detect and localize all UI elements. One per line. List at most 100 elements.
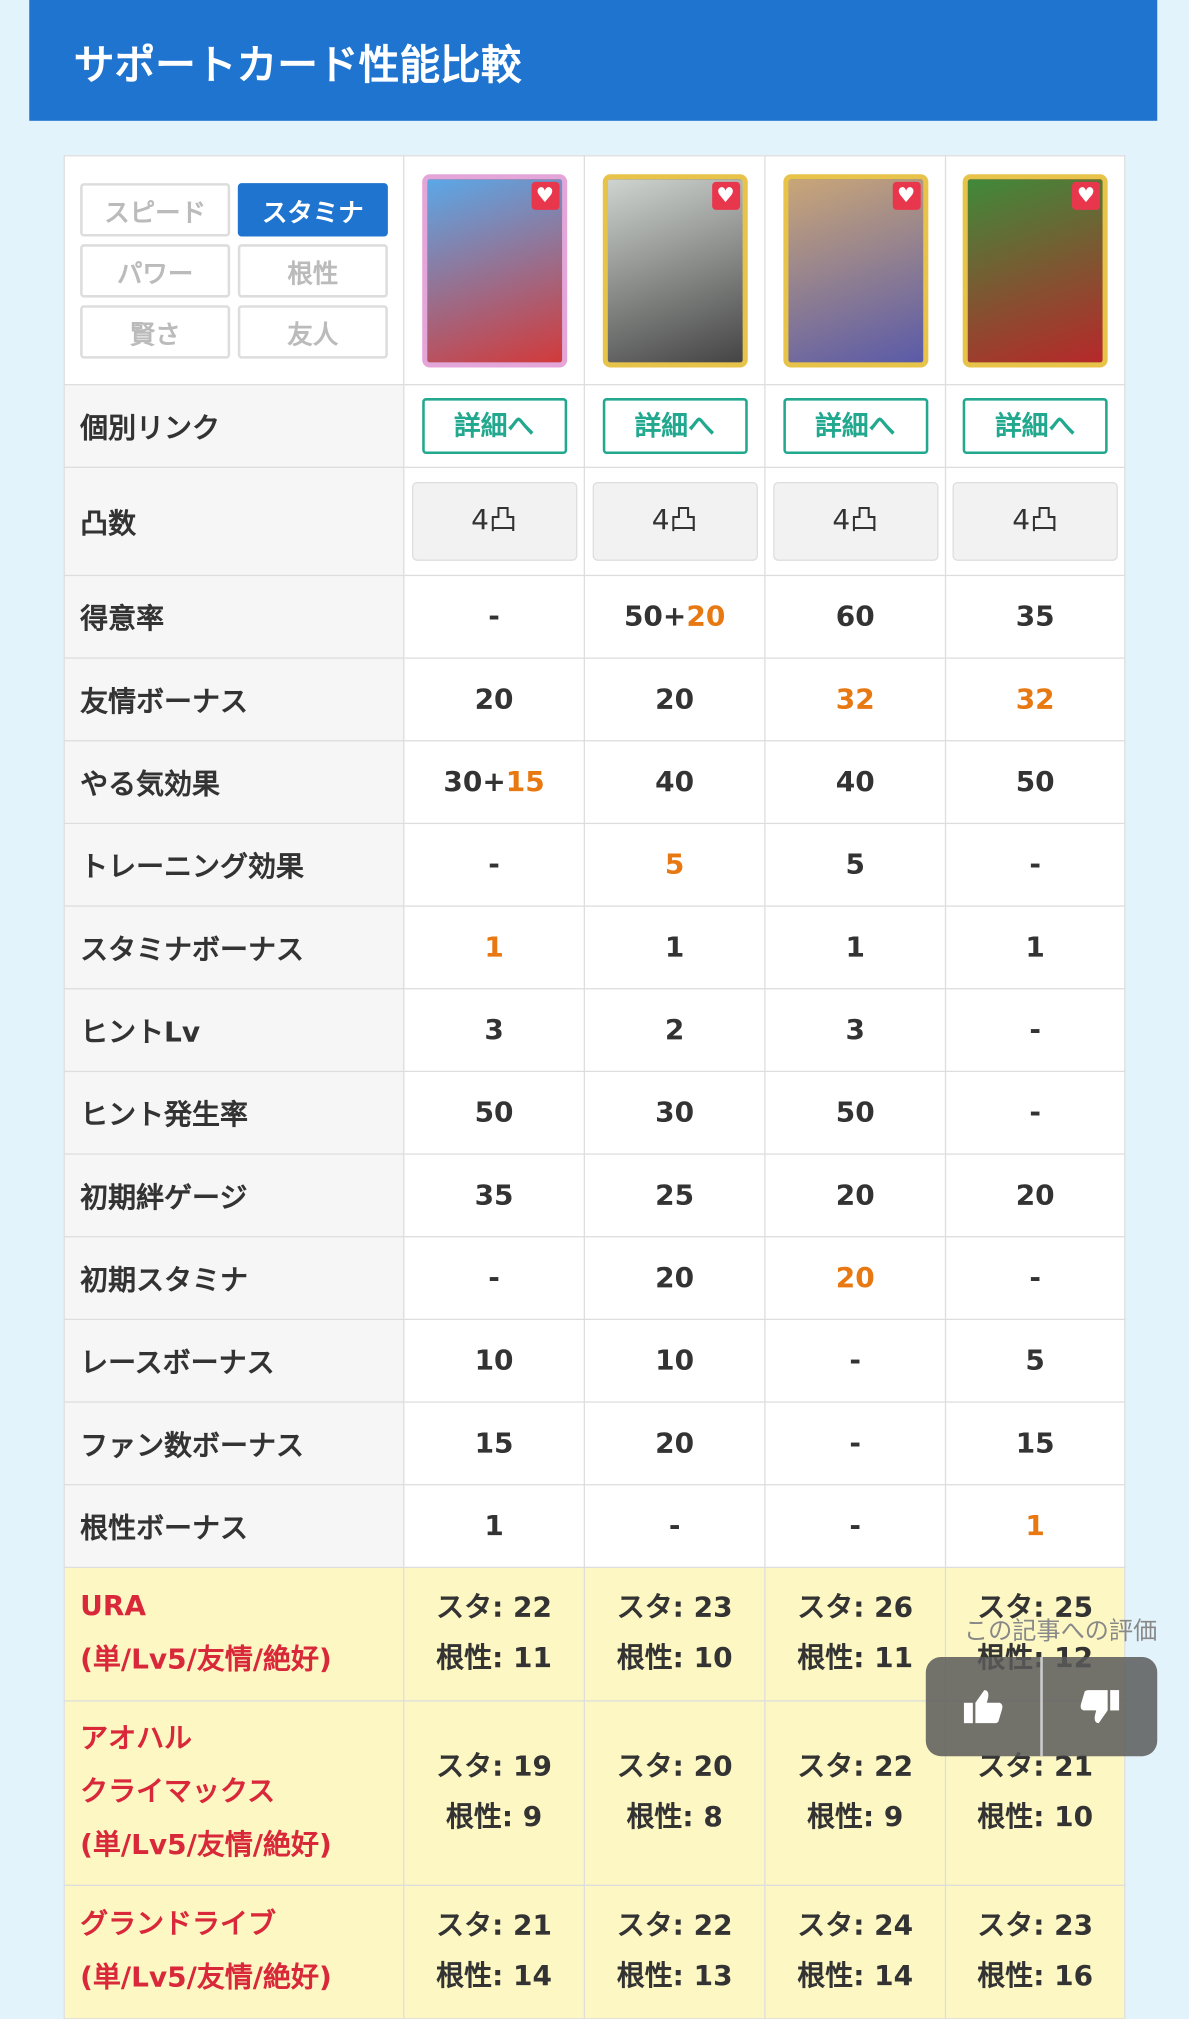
filter-button[interactable]: スタミナ <box>237 182 388 236</box>
scenario-value: 根性: 13 <box>616 1960 733 1993</box>
value-cell: 1 <box>944 905 1126 990</box>
scenario-value: スタ: 24 <box>797 1910 914 1942</box>
limit-cell: 4凸 <box>583 466 766 577</box>
value-text: 10 <box>474 1344 514 1377</box>
value-text: 20 <box>655 1262 695 1294</box>
value-text: - <box>1029 1014 1041 1046</box>
row: ファン数ボーナス 15 20 - 15 <box>63 1401 1126 1486</box>
row-label: レースボーナス <box>63 1318 405 1403</box>
favorite-icon[interactable]: ♥ <box>1072 181 1101 210</box>
row: やる気効果 30+15 40 40 50 <box>63 740 1126 825</box>
filter-button[interactable]: 友人 <box>237 304 388 358</box>
value-cell: 1 <box>403 1484 585 1569</box>
detail-link[interactable]: 詳細へ <box>602 398 748 454</box>
row-label: ファン数ボーナス <box>63 1401 405 1486</box>
value-cell: - <box>403 822 585 907</box>
value-cell: 20 <box>944 1153 1126 1238</box>
filter-button[interactable]: パワー <box>80 243 231 297</box>
limit-cell: 4凸 <box>944 466 1126 577</box>
value-text: 50 <box>474 1096 514 1129</box>
value-text: 1 <box>664 931 685 964</box>
value-cell: 1 <box>403 905 585 990</box>
card-image: ♥ <box>782 173 928 367</box>
row-label: 初期絆ゲージ <box>63 1153 405 1238</box>
row: スピード スタミナ パワー 根性 賢さ 友人 ♥ ♥ ♥ ♥ <box>63 155 1126 386</box>
value-cell: 20 <box>764 1236 947 1321</box>
value-cell: - <box>944 1070 1126 1155</box>
scenario-value: スタ: 22 <box>436 1592 552 1624</box>
rating-title: この記事への評価 <box>963 1617 1158 1646</box>
detail-link[interactable]: 詳細へ <box>782 398 928 454</box>
value-cell: 3 <box>403 988 585 1073</box>
value-text: 40 <box>655 766 695 798</box>
value-cell: 1 <box>944 1484 1126 1569</box>
row-label: 個別リンク <box>63 384 405 468</box>
value-highlight: 1 <box>1025 1510 1045 1542</box>
row: ヒント発生率 50 30 50 - <box>63 1070 1126 1155</box>
value-text: 20 <box>835 1179 875 1212</box>
row: 得意率 - 50+20 60 35 <box>63 574 1126 659</box>
row-label: 凸数 <box>63 466 405 577</box>
value-text: 50+ <box>623 600 687 633</box>
value-text: 1 <box>484 1510 504 1542</box>
value-text: 40 <box>835 766 875 798</box>
scenario-value: スタ: 23 <box>616 1592 733 1624</box>
favorite-icon[interactable]: ♥ <box>711 181 740 210</box>
value-cell: 50 <box>764 1070 947 1155</box>
limit-select[interactable]: 4凸 <box>591 481 758 561</box>
limit-select[interactable]: 4凸 <box>411 481 577 561</box>
link-cell: 詳細へ <box>944 384 1126 468</box>
row: トレーニング効果 - 5 5 - <box>63 822 1126 907</box>
scenario-value: 根性: 8 <box>626 1801 723 1834</box>
scenario-label: グランドライブ (単/Lv5/友情/絶好) <box>63 1884 405 2019</box>
scenario-label-line: URA <box>80 1590 147 1623</box>
card-image: ♥ <box>962 173 1108 367</box>
thumb-down[interactable] <box>1040 1657 1157 1757</box>
value-cell: 15 <box>944 1401 1126 1486</box>
favorite-icon[interactable]: ♥ <box>892 181 921 210</box>
row: 友情ボーナス 20 20 32 32 <box>63 657 1126 742</box>
scenario-cell: スタ: 22 根性: 13 <box>583 1884 766 2019</box>
scenario-value: 根性: 11 <box>436 1643 552 1675</box>
row-label: ヒント発生率 <box>63 1070 405 1155</box>
detail-link[interactable]: 詳細へ <box>962 398 1108 454</box>
value-cell: 2 <box>583 988 766 1073</box>
value-highlight: 20 <box>686 600 726 633</box>
scenario-value: スタ: 21 <box>436 1910 552 1942</box>
value-cell: - <box>944 822 1126 907</box>
row-label: トレーニング効果 <box>63 822 405 907</box>
limit-select[interactable]: 4凸 <box>772 481 938 561</box>
value-cell: 40 <box>764 740 947 825</box>
scenario-row: URA (単/Lv5/友情/絶好) スタ: 22 根性: 11 スタ: 23 根性: 10… <box>63 1566 1126 1702</box>
value-text: - <box>849 1344 862 1377</box>
value-highlight: 5 <box>664 848 685 881</box>
filter-button[interactable]: 根性 <box>237 243 388 297</box>
value-cell: - <box>764 1318 947 1403</box>
scenario-cell: スタ: 24 根性: 14 <box>764 1884 947 2019</box>
row: レースボーナス 10 10 - 5 <box>63 1318 1126 1403</box>
limit-cell: 4凸 <box>403 466 585 577</box>
value-cell: 5 <box>583 822 766 907</box>
value-cell: 20 <box>764 1153 947 1238</box>
value-cell: 15 <box>403 1401 585 1486</box>
value-cell: 40 <box>583 740 766 825</box>
page-title: サポートカード性能比較 <box>29 0 1158 121</box>
scenario-value: スタ: 20 <box>616 1751 733 1783</box>
detail-link[interactable]: 詳細へ <box>421 398 567 454</box>
value-text: - <box>1029 1096 1041 1129</box>
favorite-icon[interactable]: ♥ <box>530 181 559 210</box>
value-text: 20 <box>474 683 514 716</box>
card-cell: ♥ <box>403 155 585 386</box>
scenario-value: 根性: 9 <box>807 1801 904 1834</box>
filter-button[interactable]: 賢さ <box>80 304 231 358</box>
scenario-value: 根性: 10 <box>616 1643 733 1675</box>
card-cell: ♥ <box>944 155 1126 386</box>
value-text: 20 <box>1015 1179 1055 1212</box>
scenario-cell: スタ: 19 根性: 9 <box>403 1700 585 1886</box>
filter-button[interactable]: スピード <box>80 182 231 236</box>
thumb-up[interactable] <box>926 1657 1040 1756</box>
limit-select[interactable]: 4凸 <box>952 481 1118 561</box>
scenario-label: URA (単/Lv5/友情/絶好) <box>63 1566 405 1702</box>
row-label: 根性ボーナス <box>63 1484 405 1569</box>
value-cell: 32 <box>764 657 947 742</box>
